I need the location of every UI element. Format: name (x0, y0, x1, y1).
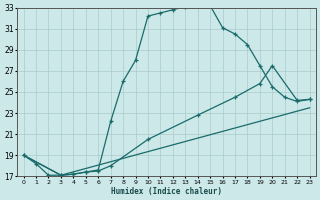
X-axis label: Humidex (Indice chaleur): Humidex (Indice chaleur) (111, 187, 222, 196)
